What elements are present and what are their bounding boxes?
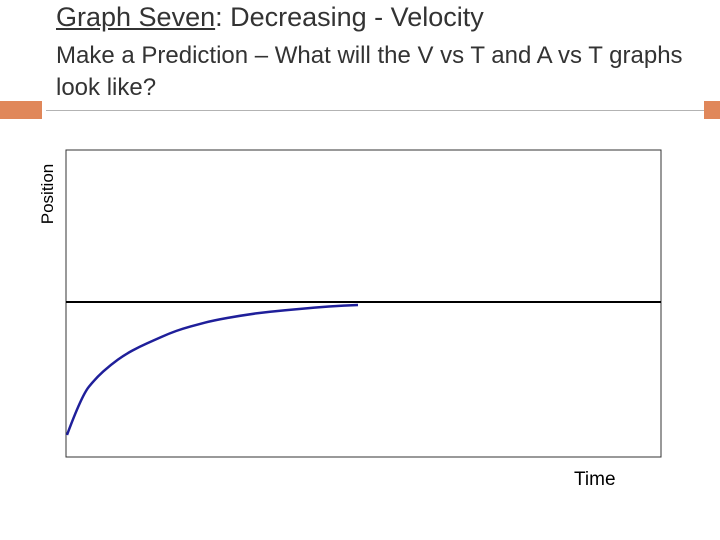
accent-divider [46, 110, 720, 111]
slide-title-rest: : Decreasing - Velocity [215, 2, 484, 32]
position-curve [65, 303, 359, 436]
slide-title: Graph Seven: Decreasing - Velocity [56, 2, 484, 33]
y-axis-label: Position [38, 163, 57, 225]
slide-subtitle: Make a Prediction – What will the V vs T… [56, 42, 683, 101]
slide-title-underlined: Graph Seven [56, 2, 216, 32]
accent-tab [704, 101, 720, 119]
plot-frame [65, 149, 662, 458]
accent-block [0, 101, 42, 119]
x-axis-label: Time [574, 469, 616, 490]
